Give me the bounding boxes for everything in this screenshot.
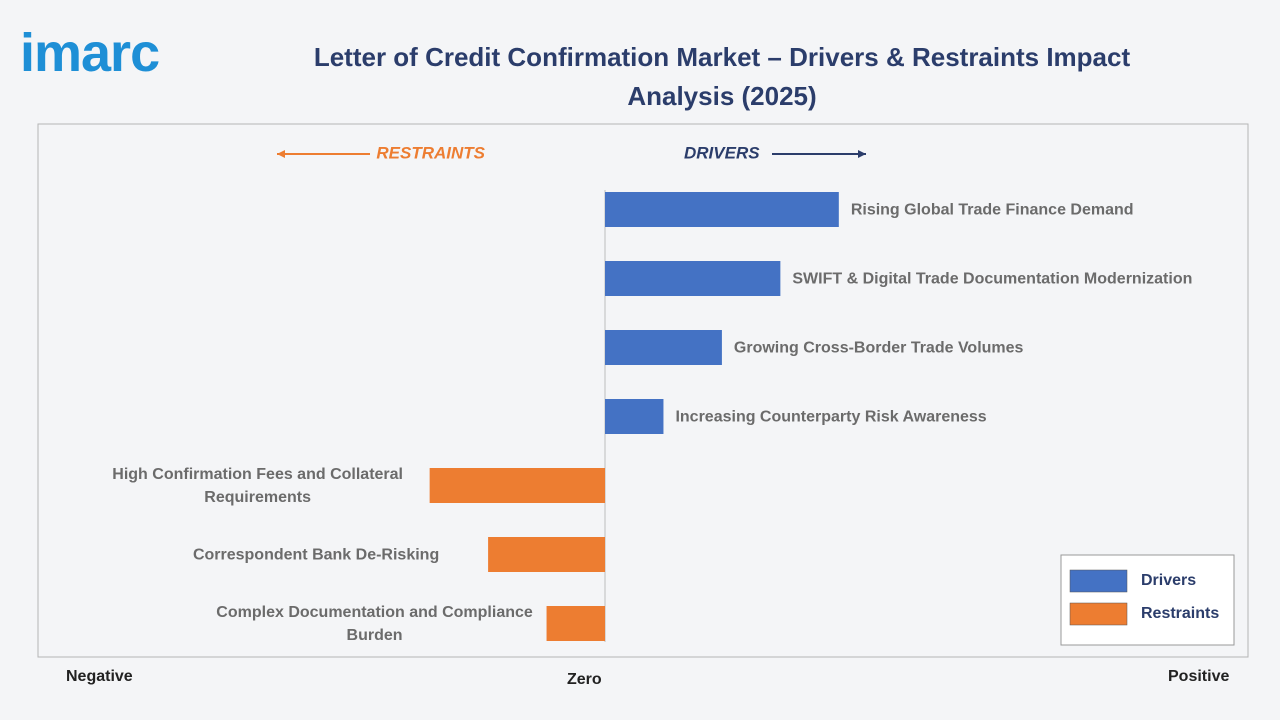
legend-swatch	[1069, 602, 1128, 626]
legend-swatch	[1069, 569, 1128, 593]
legend-box	[1060, 554, 1235, 646]
bar-label: Correspondent Bank De-Risking	[192, 546, 440, 563]
logo: imarc	[20, 23, 160, 83]
bar	[429, 468, 606, 503]
bar-label: Growing Cross-Border Trade Volumes	[733, 339, 1024, 356]
x-label: Positive	[1168, 668, 1230, 685]
bar	[605, 399, 664, 434]
legend-label: Drivers	[1141, 572, 1196, 589]
annotation: DRIVERS	[684, 143, 760, 162]
chart-title: Letter of Credit Confirmation Market – D…	[313, 42, 1131, 111]
plot-frame	[37, 123, 1249, 658]
annotation: RESTRAINTS	[376, 143, 485, 162]
arrow-head	[277, 150, 285, 158]
bar	[488, 537, 606, 572]
bar-label: SWIFT & Digital Trade Documentation Mode…	[792, 270, 1193, 287]
bar-label: Rising Global Trade Finance Demand	[850, 201, 1134, 218]
x-label: Negative	[66, 668, 133, 685]
bar	[605, 192, 839, 227]
x-label: Zero	[567, 671, 602, 688]
bar-label: High Confirmation Fees and Collateral Re…	[112, 465, 403, 506]
bar	[605, 330, 722, 365]
bar	[605, 261, 781, 296]
bar-label: Increasing Counterparty Risk Awareness	[675, 408, 987, 425]
arrow-head	[858, 150, 866, 158]
bar-label: Complex Documentation and Compliance Bur…	[216, 603, 533, 644]
legend-label: Restraints	[1141, 605, 1219, 622]
bar	[546, 606, 606, 641]
